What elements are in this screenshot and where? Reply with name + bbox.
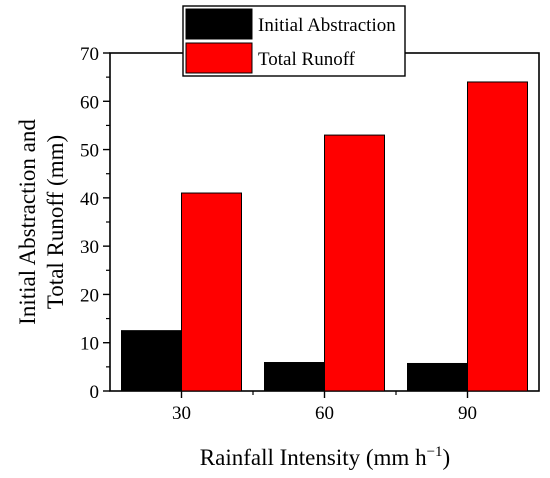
bar-initial-abstraction-90 <box>407 362 468 392</box>
y-tick-label-30: 30 <box>80 237 99 258</box>
bar-total-runoff-60 <box>324 134 385 392</box>
bar-initial-abstraction-60 <box>264 362 325 392</box>
y-axis-ticks: 0 10 20 30 40 50 60 70 <box>80 44 110 403</box>
x-tick-label-90: 90 <box>458 403 477 424</box>
legend-swatch-initial-abstraction <box>185 8 253 40</box>
y-tick-label-60: 60 <box>80 92 99 113</box>
y-axis-label-line-2: Total Runoff (mm) <box>43 135 68 309</box>
legend-label-total-runoff: Total Runoff <box>258 49 356 70</box>
plot-area: 0 10 20 30 40 50 60 70 30 60 90 <box>80 44 540 424</box>
x-axis-ticks: 30 60 90 <box>172 391 477 424</box>
x-axis-label: Rainfall Intensity (mm h−1) <box>200 444 450 470</box>
y-tick-label-40: 40 <box>80 189 99 210</box>
x-axis-label-superscript: −1 <box>427 444 443 460</box>
legend-label-initial-abstraction: Initial Abstraction <box>258 15 396 36</box>
bar-total-runoff-90 <box>467 81 528 392</box>
y-tick-label-10: 10 <box>80 334 99 355</box>
y-axis-label-line-1: Initial Abstraction and <box>15 119 40 325</box>
legend: Initial Abstraction Total Runoff <box>182 5 406 77</box>
bar-initial-abstraction-30 <box>121 330 182 392</box>
y-axis-label: Initial Abstraction and Total Runoff (mm… <box>15 119 68 325</box>
bars-group <box>121 81 528 392</box>
y-tick-label-20: 20 <box>80 285 99 306</box>
bar-total-runoff-30 <box>181 192 242 392</box>
y-tick-label-70: 70 <box>80 44 99 65</box>
x-axis-label-suffix: ) <box>443 445 451 470</box>
y-tick-label-0: 0 <box>90 382 100 403</box>
x-tick-label-60: 60 <box>315 403 334 424</box>
x-axis-label-main: Rainfall Intensity (mm h <box>200 445 427 470</box>
y-tick-label-50: 50 <box>80 141 99 162</box>
x-tick-label-30: 30 <box>172 403 191 424</box>
legend-swatch-total-runoff <box>185 42 253 74</box>
